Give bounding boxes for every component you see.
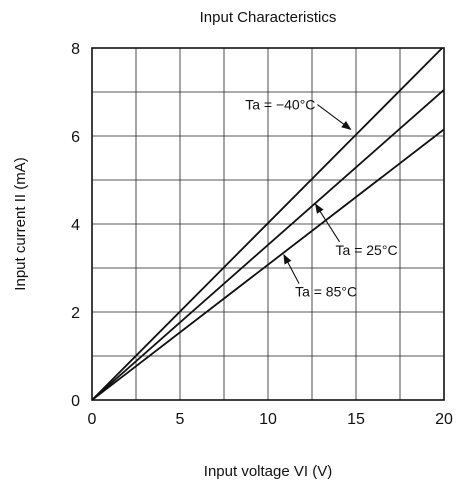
series-line-2 — [91, 128, 445, 401]
y-tick-label: 8 — [71, 41, 80, 58]
annotation-arrow — [314, 203, 341, 243]
series-line-1 — [91, 89, 445, 401]
annotation-label: Ta = −40°C — [245, 97, 315, 113]
x-tick-label: 0 — [88, 411, 97, 428]
annotation-arrow — [317, 104, 352, 130]
y-tick-label: 4 — [71, 217, 80, 234]
chart-title: Input Characteristics — [200, 9, 337, 26]
x-tick-label: 15 — [347, 411, 365, 428]
y-tick-label: 2 — [71, 305, 80, 322]
annotation-label: Ta = 85°C — [295, 284, 357, 300]
series-lines — [91, 47, 445, 401]
series-line-0 — [91, 47, 443, 401]
tick-labels: 0 5 10 15 20 0 2 4 6 8 — [71, 41, 453, 428]
plot-frame — [91, 47, 445, 401]
x-tick-label: 10 — [259, 411, 277, 428]
y-axis-title: Input current II (mA) — [12, 157, 29, 290]
x-axis-title: Input voltage VI (V) — [204, 463, 332, 480]
annotations: Ta = −40°C Ta = 25°C Ta = 85°C — [245, 97, 397, 300]
y-tick-label: 0 — [71, 393, 80, 410]
x-tick-label: 5 — [176, 411, 185, 428]
annotation-label: Ta = 25°C — [336, 242, 398, 258]
x-tick-label: 20 — [435, 411, 453, 428]
grid — [92, 48, 444, 400]
y-tick-label: 6 — [71, 129, 80, 146]
annotation-arrow — [283, 253, 300, 284]
